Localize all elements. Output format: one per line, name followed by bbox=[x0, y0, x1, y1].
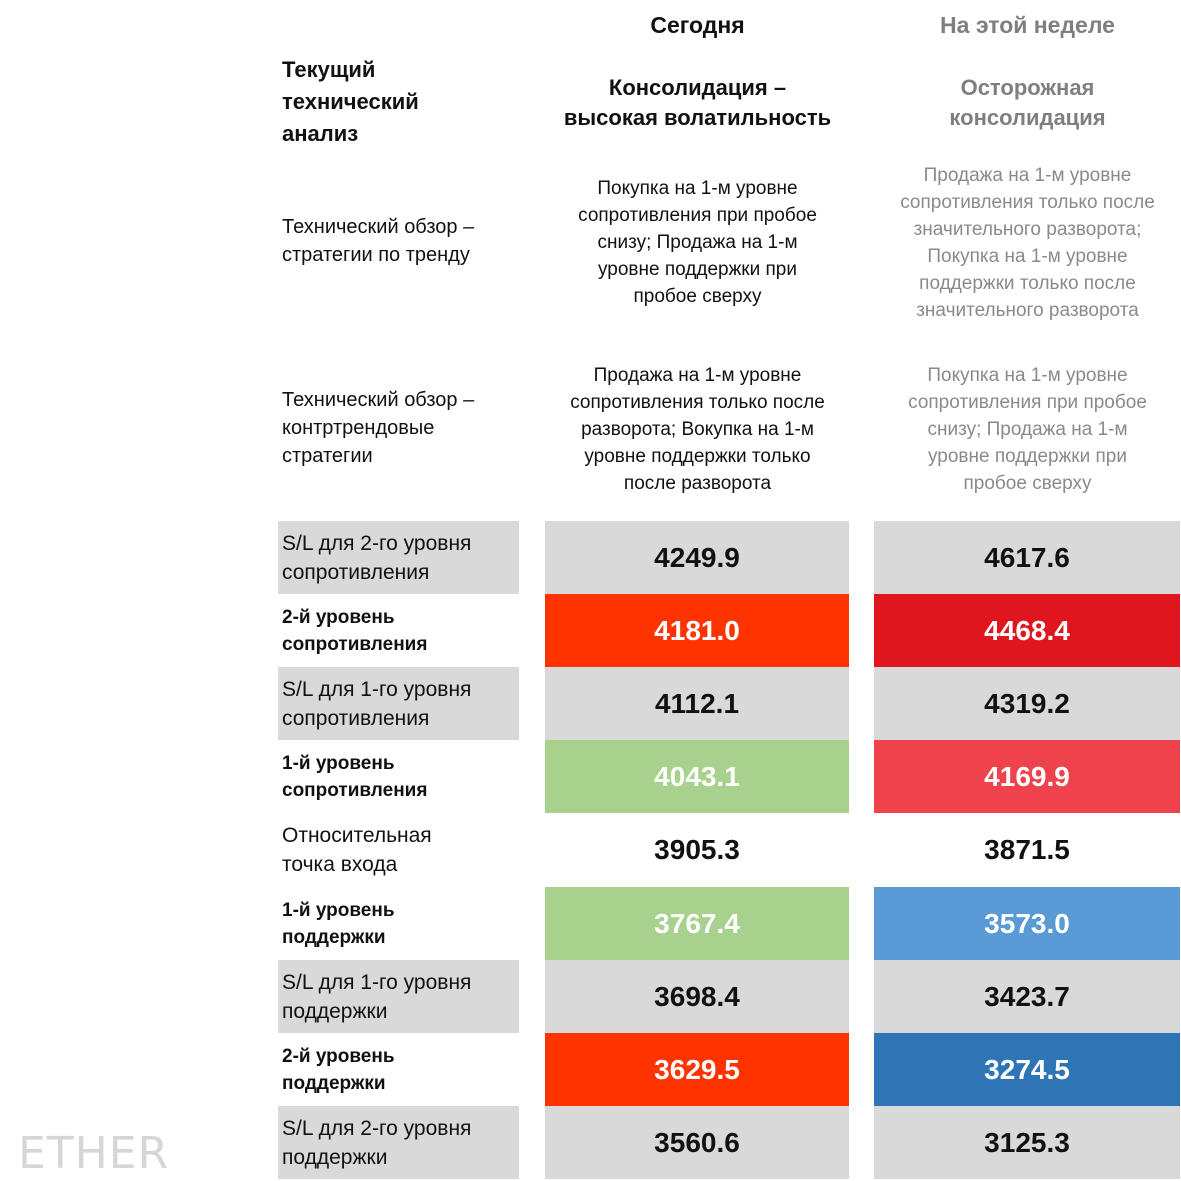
level-value-today: 3905.3 bbox=[545, 813, 849, 886]
level-row-label: Относительная точка входа bbox=[278, 813, 519, 886]
section-title: Текущий технический анализ bbox=[282, 57, 419, 146]
outlook-this-week: Осторожная консолидация bbox=[949, 75, 1106, 130]
level-value-this-week: 4319.2 bbox=[874, 667, 1180, 740]
level-value-this-week: 3871.5 bbox=[874, 813, 1180, 886]
level-value-this-week: 3274.5 bbox=[874, 1033, 1180, 1106]
level-label-text: 2-й уровень поддержки bbox=[282, 1045, 395, 1094]
level-label-text: S/L для 2-го уровня поддержки bbox=[282, 1116, 472, 1169]
level-label-text: S/L для 1-го уровня поддержки bbox=[282, 970, 472, 1023]
level-value-today: 3767.4 bbox=[545, 887, 849, 960]
level-value-this-week: 3573.0 bbox=[874, 887, 1180, 960]
level-label-text: 1-й уровень поддержки bbox=[282, 899, 395, 948]
level-label-text: S/L для 2-го уровня сопротивления bbox=[282, 531, 472, 584]
counter-trend-strategy-label: Технический обзор – контртрендовые страт… bbox=[282, 389, 475, 467]
level-row-label: 1-й уровень поддержки bbox=[278, 887, 519, 960]
level-value-this-week: 3423.7 bbox=[874, 960, 1180, 1033]
column-header-today: Сегодня bbox=[650, 12, 745, 38]
level-label-text: 1-й уровень сопротивления bbox=[282, 752, 428, 801]
level-row-label: S/L для 1-го уровня сопротивления bbox=[278, 667, 519, 740]
trend-strategy-label: Технический обзор – стратегии по тренду bbox=[282, 216, 475, 266]
level-value-today: 3560.6 bbox=[545, 1106, 849, 1179]
level-value-today: 4043.1 bbox=[545, 740, 849, 813]
level-row-label: 2-й уровень поддержки bbox=[278, 1033, 519, 1106]
counter-trend-strategy-week: Покупка на 1-м уровне сопротивления при … bbox=[908, 365, 1147, 494]
outlook-today: Консолидация – высокая волатильность bbox=[563, 75, 832, 130]
level-value-this-week: 4468.4 bbox=[874, 594, 1180, 667]
trend-strategy-today: Покупка на 1-м уровне сопротивления при … bbox=[578, 178, 817, 307]
level-row-label: S/L для 2-го уровня сопротивления bbox=[278, 521, 519, 594]
level-label-text: S/L для 1-го уровня сопротивления bbox=[282, 677, 472, 730]
level-row-label: S/L для 1-го уровня поддержки bbox=[278, 960, 519, 1033]
watermark: ETHER bbox=[18, 1128, 170, 1179]
level-row-label: 1-й уровень сопротивления bbox=[278, 740, 519, 813]
level-label-text: 2-й уровень сопротивления bbox=[282, 606, 428, 655]
level-value-today: 4249.9 bbox=[545, 521, 849, 594]
level-label-text: Относительная точка входа bbox=[282, 823, 432, 876]
counter-trend-strategy-today: Продажа на 1-м уровне сопротивления толь… bbox=[570, 365, 825, 494]
level-row-label: S/L для 2-го уровня поддержки bbox=[278, 1106, 519, 1179]
level-value-today: 3698.4 bbox=[545, 960, 849, 1033]
column-header-this-week: На этой неделе bbox=[940, 12, 1115, 38]
level-value-this-week: 4169.9 bbox=[874, 740, 1180, 813]
level-value-this-week: 3125.3 bbox=[874, 1106, 1180, 1179]
level-value-today: 3629.5 bbox=[545, 1033, 849, 1106]
level-value-today: 4181.0 bbox=[545, 594, 849, 667]
level-value-today: 4112.1 bbox=[545, 667, 849, 740]
level-row-label: 2-й уровень сопротивления bbox=[278, 594, 519, 667]
level-value-this-week: 4617.6 bbox=[874, 521, 1180, 594]
trend-strategy-week: Продажа на 1-м уровне сопротивления толь… bbox=[900, 165, 1155, 321]
